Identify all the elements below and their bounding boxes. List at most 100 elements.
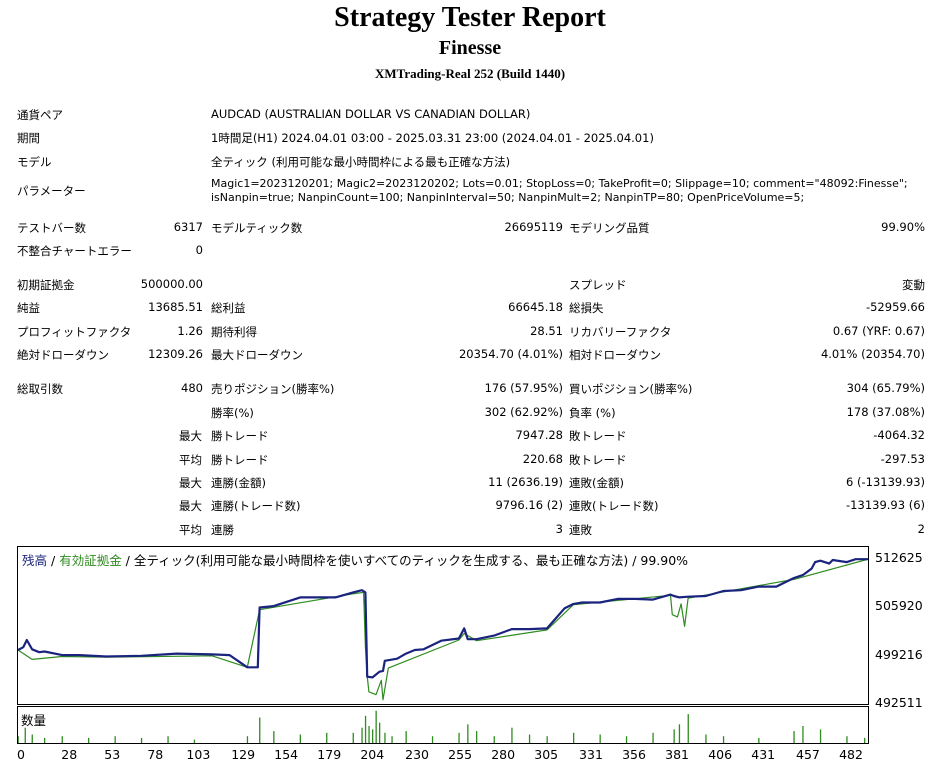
deposit-value: 500000.00 [140,277,203,291]
volume-bar [573,732,575,743]
consec-losses-count-value: -13139.93 (6) [846,498,925,512]
total-trades-value: 480 [181,381,203,395]
volume-bar [511,727,513,743]
y-tick-label: 512625 [875,550,923,566]
long-positions-value: 304 (65.79%) [846,381,925,395]
volume-bar [24,727,26,743]
equity-line [18,558,868,701]
volume-bar [625,736,628,743]
deposit-label: 初期証拠金 [17,278,75,292]
volume-bar [476,731,478,743]
volume-bar [88,737,90,743]
x-tick-label: 356 [622,747,646,762]
model-label: モデル [17,155,52,169]
gross-loss-label: 総損失 [569,301,604,315]
volume-bar [864,737,866,743]
largest-loss-label: 敗トレード [569,429,627,443]
volume-bar [375,710,377,743]
short-positions-label: 売りポジション(勝率%) [211,382,335,396]
expert-name: Finesse [438,37,502,59]
volume-bar [673,729,675,743]
volume-bar [167,736,169,743]
volume-bar [364,715,367,743]
volume-bar [391,736,393,743]
avg-win-label: 勝トレード [211,453,269,467]
spread-value: 変動 [902,278,925,292]
short-positions-value: 176 (57.95%) [484,381,563,395]
volume-bar [678,724,681,743]
volume-bar [372,729,374,743]
consec-wins-count-value: 9796.16 (2) [495,498,563,512]
consec-wins-count-label: 連勝(トレード数) [211,499,301,513]
x-tick-label: 457 [796,747,820,762]
long-positions-label: 買いポジション(勝率%) [569,382,693,396]
gross-profit-label: 総利益 [211,301,246,315]
expected-payoff-value: 28.51 [530,324,563,338]
volume-bar [368,726,370,743]
legend-balance: 残高 [22,553,48,568]
parameters-label: パラメーター [17,184,86,198]
consec-wins-amount-label: 連勝(金額) [211,476,266,490]
loss-rate-value: 178 (37.08%) [846,405,925,419]
x-tick-label: 305 [534,747,559,762]
volume-chart: 数量 [17,706,869,744]
period-value: 1時間足(H1) 2024.04.01 03:00 - 2025.03.31 2… [211,131,654,145]
parameters-line-2: isNanpin=true; NanpinCount=100; NanpinIn… [211,191,805,204]
volume-bar [846,736,848,743]
absolute-drawdown-label: 絶対ドローダウン [17,348,109,362]
mismatch-label: 不整合チャートエラー [17,244,132,258]
x-tick-label: 78 [147,747,164,762]
volume-bar [793,731,795,743]
volume-bar [652,732,654,743]
volume-bar [273,731,275,743]
parameters-line-1: Magic1=2023120201; Magic2=2023120202; Lo… [211,177,908,190]
spread-label: スプレッド [569,278,627,292]
volume-bar [528,734,531,743]
x-tick-label: 255 [448,747,473,762]
volume-bar [819,729,822,743]
y-tick-label: 492511 [875,695,923,710]
avg-loss-value: -297.53 [880,452,925,466]
volume-bar [61,736,63,743]
gross-loss-value: -52959.66 [865,300,925,314]
profit-factor-label: プロフィットファクタ [17,325,132,339]
consec-wins-amount-value: 11 (2636.19) [488,475,563,489]
volume-bar [758,737,760,743]
x-tick-label: 381 [665,747,690,762]
avg-consec-wins-label: 連勝 [211,523,234,537]
volume-bar [546,736,548,743]
balance-chart-plot [18,558,868,701]
max-drawdown-value: 20354.70 (4.01%) [458,347,563,361]
win-rate-label: 勝率(%) [211,406,254,420]
avg-consec-losses-label: 連敗 [569,523,592,537]
avg-consec-wins-value: 3 [555,522,563,536]
server-info: XMTrading-Real 252 (Build 1440) [374,66,566,81]
balance-chart [17,546,869,705]
largest-loss-value: -4064.32 [873,428,925,442]
max-prefix: 最大 [179,499,202,513]
x-tick-label: 0 [17,747,25,762]
consec-losses-count-label: 連敗(トレード数) [569,499,659,513]
volume-bar [18,736,19,743]
x-tick-label: 179 [317,747,342,762]
avg-win-value: 220.68 [522,452,563,466]
quality-label: モデリング品質 [569,221,650,235]
max-prefix: 最大 [179,429,202,443]
volume-bar [722,736,725,743]
avg-prefix: 平均 [179,453,202,467]
volume-bar [384,732,386,743]
net-profit-value: 13685.51 [148,300,203,314]
volume-bar [193,739,196,743]
y-tick-label: 499216 [875,646,923,662]
x-tick-label: 53 [104,747,121,762]
volume-bar [467,724,469,743]
profit-factor-value: 1.26 [177,324,203,338]
volume-bar [140,737,143,743]
volume-bar [802,726,804,743]
recovery-factor-value: 0.67 (YRF: 0.67) [832,324,925,338]
volume-bar [259,717,261,743]
legend-equity: 有効証拠金 [59,553,122,568]
x-tick-label: 431 [751,747,776,762]
volume-bar [493,736,495,743]
consec-losses-amount-label: 連敗(金額) [569,476,624,490]
